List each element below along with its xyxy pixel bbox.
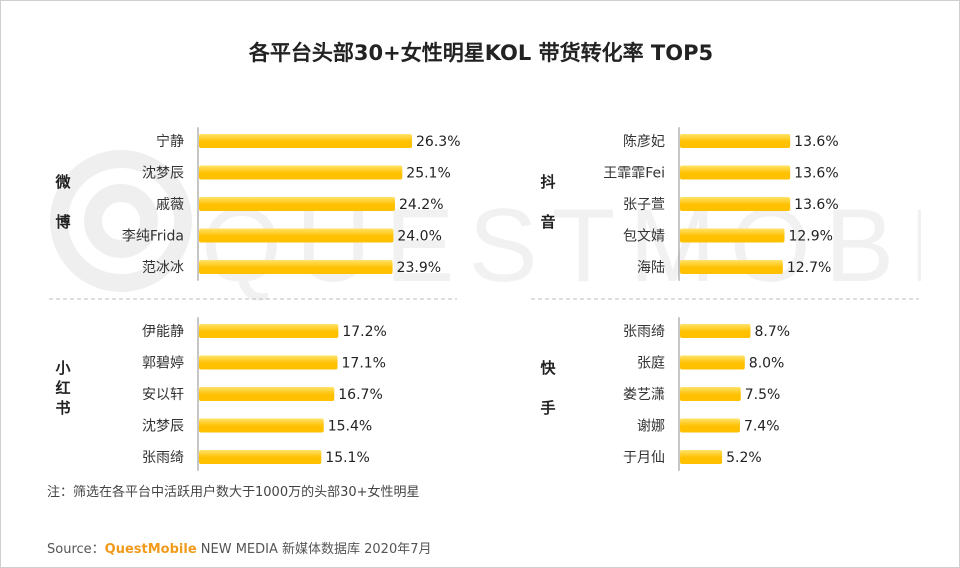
panel-4: 快手 张雨绮 8.7% 张庭 8.0% 娄艺潇 7.5% 谢娜 7.4% 于月仙 5.2% — [540, 317, 790, 471]
bar — [199, 197, 396, 211]
category-label: 张庭 — [637, 355, 665, 372]
category-label: 宁静 — [156, 133, 184, 150]
data-label: 12.7% — [787, 260, 831, 276]
category-label: 张子萱 — [623, 197, 665, 213]
bar — [680, 228, 785, 243]
category-label: 沈梦辰 — [142, 166, 184, 182]
bar — [680, 197, 791, 211]
source-label: Source： — [47, 542, 105, 557]
data-label: 16.7% — [338, 387, 382, 403]
bar — [199, 450, 322, 464]
category-label: 陈彦妃 — [623, 133, 665, 150]
bar — [199, 165, 403, 180]
category-label: 娄艺潇 — [623, 387, 665, 403]
category-label: 李纯Frida — [122, 229, 184, 245]
platform-label-char: 书 — [55, 399, 70, 417]
data-label: 13.6% — [794, 134, 838, 150]
platform-label-char: 博 — [55, 213, 70, 231]
category-label: 于月仙 — [623, 450, 665, 466]
platform-label-char: 手 — [540, 399, 555, 417]
data-label: 24.0% — [397, 229, 441, 245]
panel-1: 微博 宁静 26.3% 沈梦辰 25.1% 戚薇 24.2% 李纯Frida 24.0% 范冰冰 2… — [54, 127, 461, 281]
data-label: 26.3% — [416, 134, 460, 150]
watermark-logo: QUESTMOBILE — [50, 150, 921, 304]
data-label: 13.6% — [794, 197, 838, 213]
bar — [199, 324, 339, 338]
data-label: 8.7% — [754, 324, 790, 340]
data-label: 15.1% — [325, 450, 369, 466]
bar — [199, 260, 393, 274]
bar — [199, 387, 335, 401]
bar — [680, 418, 740, 433]
platform-label-char: 快 — [540, 359, 556, 377]
data-label: 17.2% — [342, 324, 386, 340]
data-label: 24.2% — [399, 197, 443, 213]
data-label: 15.4% — [328, 419, 372, 435]
chart-title: 各平台头部30+女性明星KOL 带货转化率 TOP5 — [248, 41, 714, 65]
bar — [680, 355, 745, 370]
bar — [680, 260, 783, 274]
category-label: 谢娜 — [637, 419, 665, 435]
platform-label-char: 微 — [54, 173, 71, 191]
category-label: 戚薇 — [156, 197, 184, 213]
source-brand: QuestMobile — [104, 542, 197, 557]
category-label: 伊能静 — [142, 324, 184, 340]
data-label: 7.4% — [744, 419, 780, 435]
category-label: 沈梦辰 — [142, 419, 184, 435]
category-label: 海陆 — [637, 260, 665, 276]
data-label: 12.9% — [788, 229, 832, 245]
panel-3: 抖音 陈彦妃 13.6% 王霏霏Fei 13.6% 张子萱 13.6% 包文婧 12.9% 海陆 1… — [540, 127, 839, 281]
bar — [199, 355, 338, 370]
category-label: 郭碧婷 — [142, 355, 184, 372]
bar — [680, 134, 791, 148]
category-label: 王霏霏Fei — [603, 166, 665, 182]
bar — [680, 324, 751, 338]
category-label: 范冰冰 — [142, 259, 184, 276]
panel-2: 小红书 伊能静 17.2% 郭碧婷 17.1% 安以轩 16.7% 沈梦辰 15.4% 张雨绮 15… — [55, 317, 387, 471]
platform-label-char: 抖 — [540, 173, 555, 191]
category-label: 安以轩 — [142, 387, 184, 403]
source-detail: NEW MEDIA 新媒体数据库 2020年7月 — [196, 542, 432, 557]
platform-label-char: 音 — [540, 213, 555, 231]
bar — [199, 228, 394, 243]
data-label: 17.1% — [342, 356, 386, 372]
bar — [680, 165, 791, 180]
bar — [199, 134, 413, 148]
bar — [199, 418, 324, 433]
category-label: 张雨绮 — [142, 450, 184, 466]
footnote: 注：筛选在各平台中活跃用户数大于1000万的头部30+女性明星 — [47, 485, 420, 500]
bar — [680, 387, 741, 401]
source-line: Source：QuestMobile NEW MEDIA 新媒体数据库 2020… — [47, 538, 432, 557]
data-label: 13.6% — [794, 166, 838, 182]
data-label: 25.1% — [406, 166, 450, 182]
category-label: 张雨绮 — [623, 324, 665, 340]
data-label: 23.9% — [397, 260, 441, 276]
platform-label-char: 小 — [55, 359, 70, 377]
category-label: 包文婧 — [623, 229, 665, 245]
data-label: 5.2% — [726, 450, 762, 466]
bar — [680, 450, 723, 464]
data-label: 7.5% — [745, 387, 781, 403]
platform-label-char: 红 — [55, 379, 70, 397]
data-label: 8.0% — [749, 356, 785, 372]
